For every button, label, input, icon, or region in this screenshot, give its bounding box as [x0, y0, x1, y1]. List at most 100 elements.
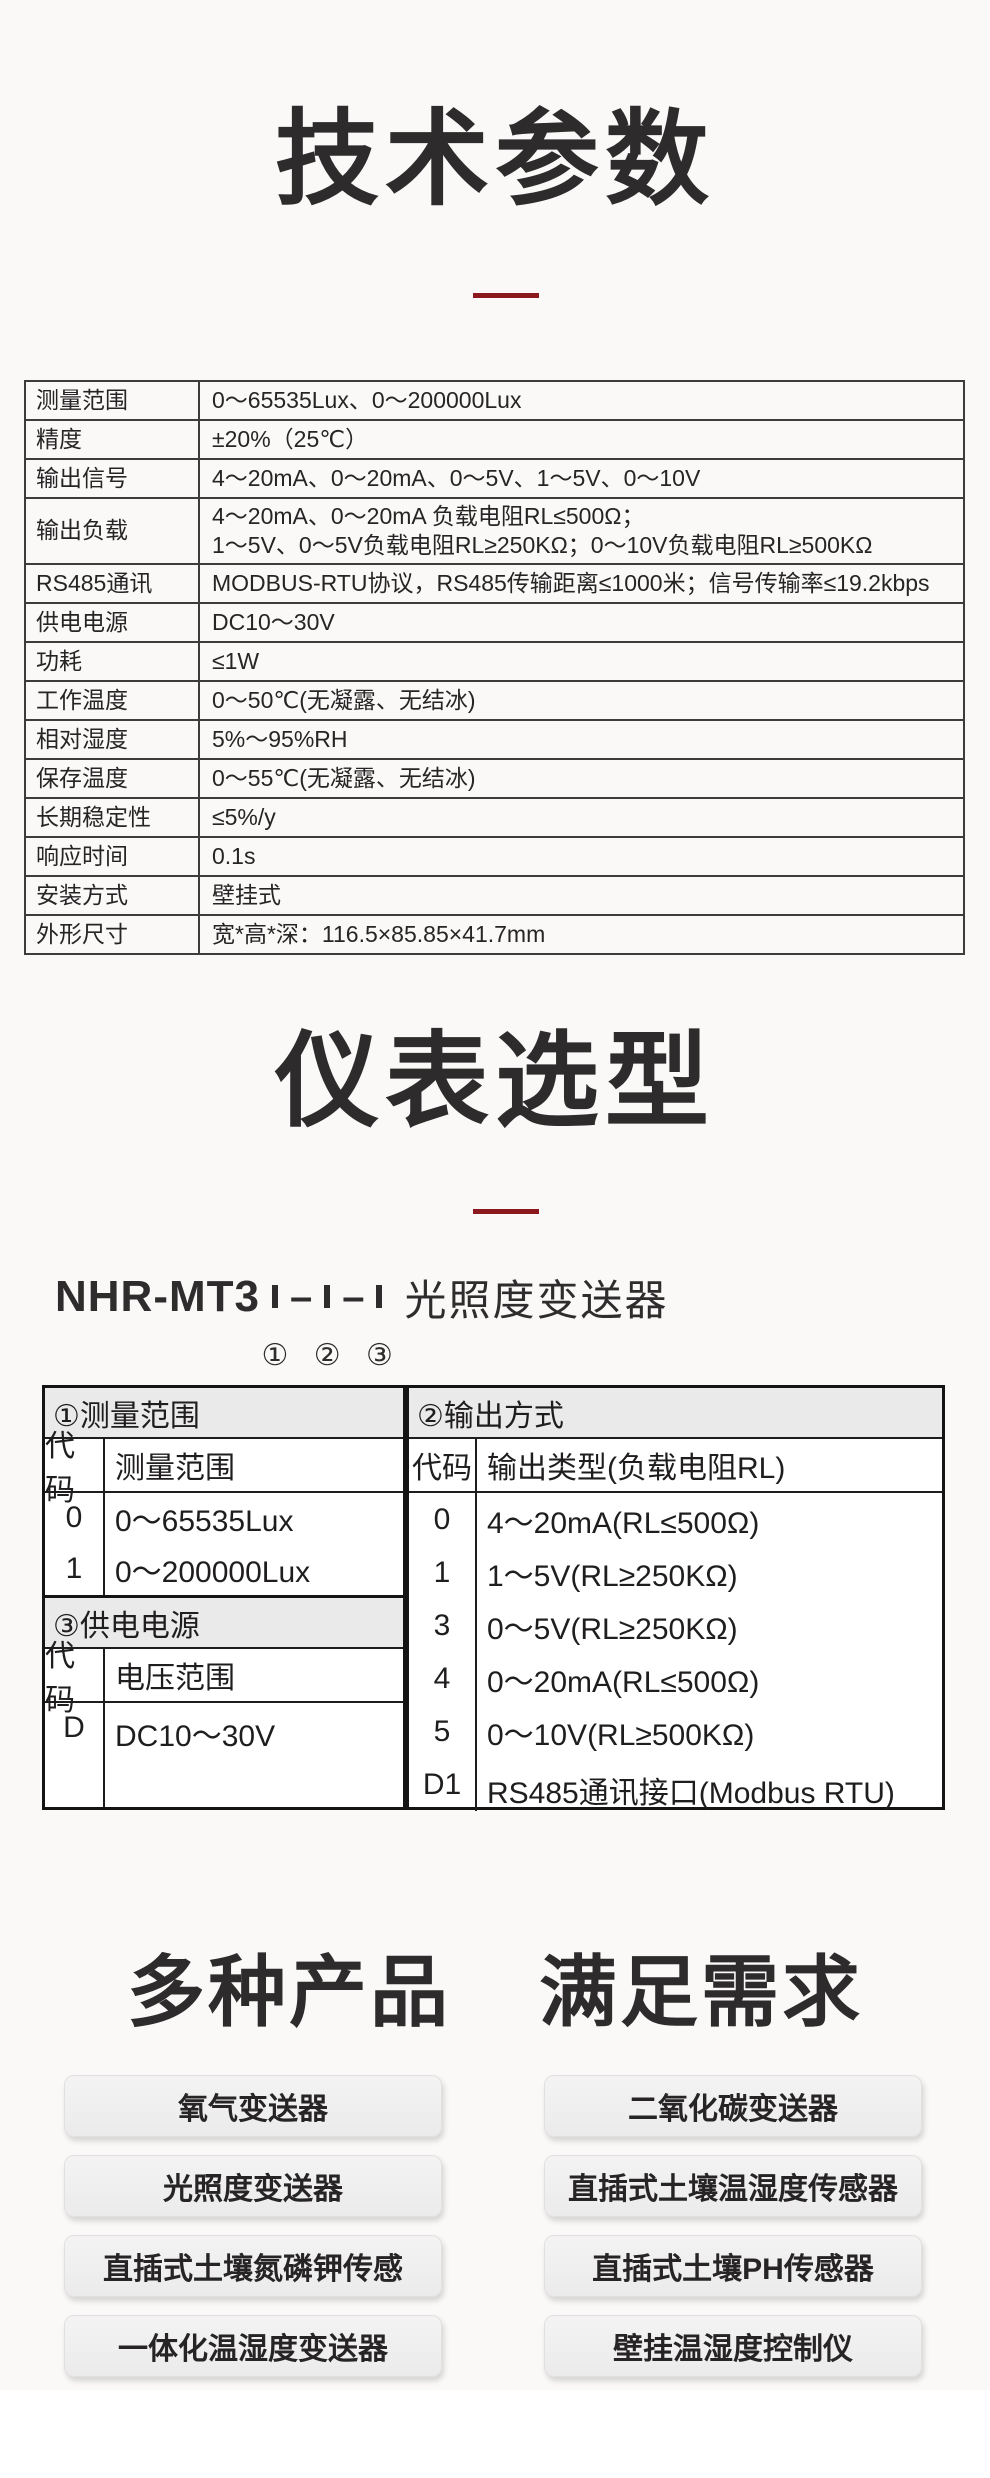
spec-label: 供电电源: [24, 601, 200, 643]
table-row: 1 1～5V(RL≥250KΩ): [409, 1546, 942, 1599]
dash-separator: –: [289, 1275, 313, 1319]
spec-label: 外形尺寸: [24, 913, 200, 955]
table-row: D1 RS485通讯接口(Modbus RTU): [409, 1758, 942, 1811]
selection-title: 仪表选型: [274, 1024, 715, 1140]
code-cell: 4: [409, 1652, 477, 1705]
code-cell: 1: [409, 1546, 477, 1599]
circled-number-2: ②: [313, 1339, 341, 1372]
spec-value: 4～20mA、0～20mA、0～5V、1～5V、0～10V: [198, 458, 965, 499]
table-row: 1 0～200000Lux: [45, 1543, 403, 1595]
selection-table-left: ①测量范围 代码 测量范围 0 0～65535Lux 1 0～200000Lux…: [42, 1385, 406, 1810]
spec-value: 0～50℃(无凝露、无结冰): [198, 679, 965, 721]
value-cell: 1～5V(RL≥250KΩ): [487, 1559, 738, 1593]
section-header-power-supply: ③供电电源: [45, 1595, 403, 1649]
table-row: D DC10～30V: [45, 1703, 403, 1807]
spec-row: 工作温度 0～50℃(无凝露、无结冰): [24, 679, 965, 721]
column-header-row: 代码 电压范围: [45, 1640, 403, 1717]
spec-value: MODBUS-RTU协议，RS485传输距离≤1000米；信号传输率≤19.2k…: [198, 562, 965, 604]
spec-value: ≤5%/y: [198, 796, 965, 838]
value-cell: DC10～30V: [115, 1720, 276, 1753]
product-button-oxygen-transmitter[interactable]: 氧气变送器: [64, 2075, 442, 2137]
product-button-wall-mount-temp-humidity-controller[interactable]: 壁挂温湿度控制仪: [544, 2315, 922, 2377]
code-cell: D: [45, 1703, 105, 1807]
product-button-co2-transmitter[interactable]: 二氧化碳变送器: [544, 2075, 922, 2137]
code-cell: 5: [409, 1705, 477, 1758]
spec-row: 外形尺寸 宽*高*深：116.5×85.85×41.7mm: [24, 913, 965, 955]
selection-table-right: ②输出方式 代码 输出类型(负载电阻RL) 0 4～20mA(RL≤500Ω) …: [406, 1385, 945, 1811]
model-code-box-1: [271, 1285, 278, 1308]
table-row: 0 4～20mA(RL≤500Ω): [409, 1493, 942, 1546]
spec-value: DC10～30V: [198, 601, 965, 643]
product-button-integrated-temp-humidity-transmitter[interactable]: 一体化温湿度变送器: [64, 2315, 442, 2377]
spec-value: 5%～95%RH: [198, 718, 965, 760]
spec-value-line2: 1～5V、0～5V负载电阻RL≥250KΩ；0～10V负载电阻RL≥500KΩ: [212, 531, 873, 558]
spec-label: 输出信号: [24, 458, 200, 499]
spec-label: 工作温度: [24, 679, 200, 721]
spec-row: 供电电源 DC10～30V: [24, 601, 965, 643]
model-suffix: 光照度变送器: [404, 1276, 669, 1324]
model-code-box-2: [324, 1285, 331, 1308]
red-divider: [473, 293, 539, 298]
spec-row: 长期稳定性 ≤5%/y: [24, 796, 965, 838]
spec-label: 输出负载: [24, 497, 200, 565]
range-column-header: 测量范围: [115, 1452, 235, 1485]
spec-label: 安装方式: [24, 874, 200, 916]
spec-row: 保存温度 0～55℃(无凝露、无结冰): [24, 757, 965, 799]
column-header-row: 代码 测量范围: [45, 1430, 403, 1507]
spec-row: 精度 ±20%（25℃）: [24, 419, 965, 460]
spec-label: 功耗: [24, 640, 200, 682]
product-button-soil-temp-humidity-sensor[interactable]: 直插式土壤温湿度传感器: [544, 2155, 922, 2217]
output-type-column-header: 输出类型(负载电阻RL): [487, 1452, 786, 1485]
table-row: 0 0～65535Lux: [45, 1493, 403, 1543]
table-row: 5 0～10V(RL≥500KΩ): [409, 1705, 942, 1758]
products-title: 多种产品 满足需求: [0, 1930, 990, 2042]
spec-label: 测量范围: [24, 380, 200, 421]
model-code-box-group-3: ③: [366, 1285, 393, 1372]
model-code-box-group-1: ①: [262, 1285, 288, 1372]
code-column-header: 代码: [45, 1430, 105, 1507]
value-cell: 0～65535Lux: [115, 1505, 294, 1538]
table-row: 3 0～5V(RL≥250KΩ): [409, 1599, 942, 1652]
selection-table: ①测量范围 代码 测量范围 0 0～65535Lux 1 0～200000Lux…: [42, 1385, 945, 1811]
code-cell: 0: [45, 1493, 105, 1543]
product-button-soil-npk-sensor[interactable]: 直插式土壤氮磷钾传感: [64, 2235, 442, 2297]
spec-value: ≤1W: [198, 640, 965, 682]
products-title-left: 多种产品: [126, 1948, 451, 2036]
product-button-illuminance-transmitter[interactable]: 光照度变送器: [64, 2155, 442, 2217]
section-header-output-mode: ②输出方式: [409, 1388, 942, 1439]
spec-value: 宽*高*深：116.5×85.85×41.7mm: [198, 913, 965, 955]
spec-value: ±20%（25℃）: [198, 419, 965, 460]
spec-row: RS485通讯 MODBUS-RTU协议，RS485传输距离≤1000米；信号传输…: [24, 562, 965, 604]
products-title-right: 满足需求: [539, 1948, 864, 2036]
spec-label: 长期稳定性: [24, 796, 200, 838]
code-cell: 1: [45, 1543, 105, 1595]
model-code-line: NHR-MT3 ① – ② – ③ 光照度变送器: [55, 1272, 669, 1372]
spec-row: 相对湿度 5%～95%RH: [24, 718, 965, 760]
circled-number-3: ③: [366, 1339, 393, 1372]
circled-number-1: ①: [261, 1339, 289, 1372]
value-cell: RS485通讯接口(Modbus RTU): [487, 1777, 895, 1810]
code-cell: 3: [409, 1599, 477, 1652]
voltage-column-header: 电压范围: [115, 1662, 235, 1695]
spec-row: 输出信号 4～20mA、0～20mA、0～5V、1～5V、0～10V: [24, 458, 965, 499]
dash-separator: –: [342, 1275, 365, 1319]
spec-value: 4～20mA、0～20mA 负载电阻RL≤500Ω； 1～5V、0～5V负载电阻R…: [198, 497, 965, 565]
spec-value: 0～65535Lux、0～200000Lux: [198, 380, 965, 421]
spec-row: 安装方式 壁挂式: [24, 874, 965, 916]
value-cell: 0～20mA(RL≤500Ω): [487, 1665, 760, 1699]
spec-row: 测量范围 0～65535Lux、0～200000Lux: [24, 380, 965, 421]
value-cell: 0～10V(RL≥500KΩ): [487, 1718, 755, 1752]
spec-row: 响应时间 0.1s: [24, 835, 965, 877]
section-header-measure-range: ①测量范围: [45, 1388, 403, 1439]
spec-label: 精度: [24, 419, 200, 460]
model-code-box-3: [376, 1285, 383, 1308]
value-cell: 0～200000Lux: [115, 1556, 311, 1589]
code-column-header: 代码: [45, 1640, 105, 1717]
tech-params-title: 技术参数: [274, 102, 715, 218]
spec-label: 响应时间: [24, 835, 200, 877]
spec-row: 功耗 ≤1W: [24, 640, 965, 682]
product-button-soil-ph-sensor[interactable]: 直插式土壤PH传感器: [544, 2235, 922, 2297]
column-header-row: 代码 输出类型(负载电阻RL): [409, 1439, 942, 1493]
spec-value: 0～55℃(无凝露、无结冰): [198, 757, 965, 799]
spec-label: 相对湿度: [24, 718, 200, 760]
